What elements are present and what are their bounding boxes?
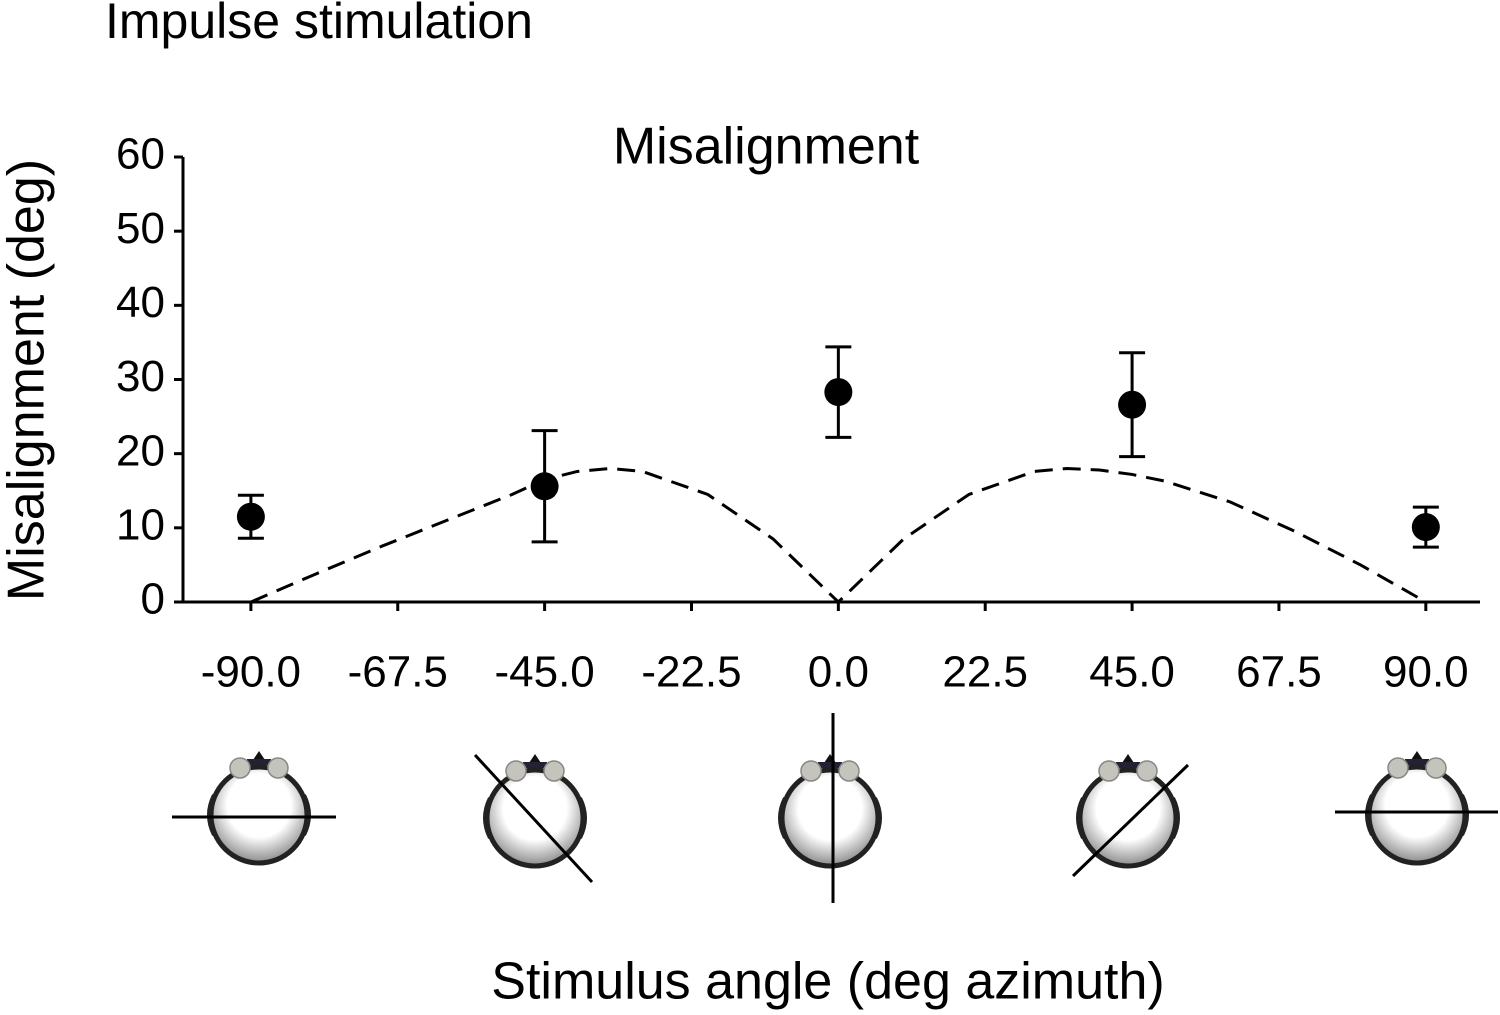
- head-icons: [172, 713, 1498, 903]
- x-tick-label: 22.5: [942, 648, 1028, 697]
- y-tick-label: 30: [116, 352, 165, 401]
- x-tick-label: -22.5: [641, 648, 741, 697]
- x-tick-label: -45.0: [494, 648, 594, 697]
- data-point: [236, 502, 265, 531]
- chart-title: Misalignment: [613, 118, 920, 176]
- x-tick-label: 45.0: [1089, 648, 1175, 697]
- x-tick-label: -67.5: [348, 648, 448, 697]
- y-tick-label: 0: [141, 575, 165, 624]
- x-tick-label: 0.0: [808, 648, 869, 697]
- model-curve: [250, 466, 1427, 605]
- y-tick-label: 40: [116, 278, 165, 327]
- x-tick-label: -90.0: [201, 648, 301, 697]
- y-tick-label: 50: [116, 204, 165, 253]
- y-tick-label: 10: [116, 500, 165, 549]
- data-point: [824, 378, 853, 407]
- y-axis-label: Misalignment (deg): [0, 159, 56, 601]
- heading: Impulse stimulation: [105, 0, 533, 49]
- data-point: [1411, 513, 1440, 542]
- x-tick-label: 90.0: [1383, 648, 1469, 697]
- y-tick-label: 60: [116, 130, 165, 179]
- data-point: [530, 472, 559, 501]
- x-tick-label: 67.5: [1236, 648, 1322, 697]
- data-point: [1118, 390, 1147, 419]
- x-axis-label: Stimulus angle (deg azimuth): [491, 953, 1164, 1011]
- y-tick-label: 20: [116, 426, 165, 475]
